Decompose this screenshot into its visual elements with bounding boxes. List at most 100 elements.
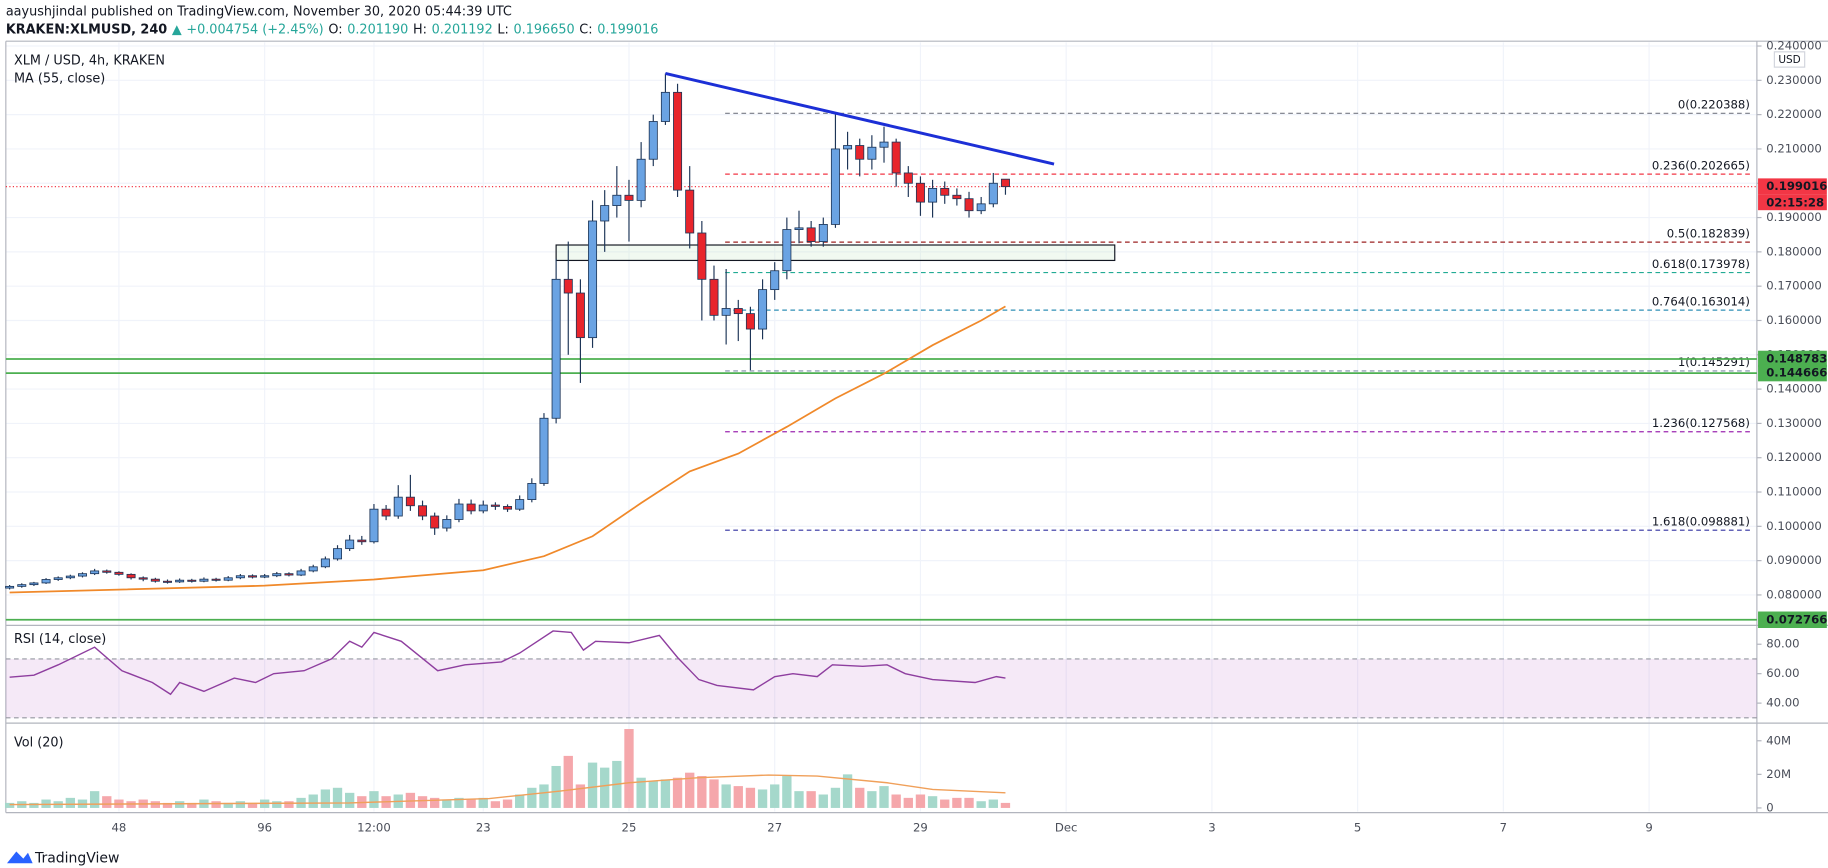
candle-body [260, 575, 270, 578]
y-tick-label: 40M [1766, 733, 1791, 747]
candle-body [454, 503, 464, 520]
volume-bar [284, 801, 294, 808]
x-tick-label: 3 [1208, 820, 1215, 834]
candle-body [575, 292, 585, 339]
x-tick-label: 29 [913, 820, 928, 834]
quote-part: C: [579, 22, 592, 37]
y-tick-label: 0.230000 [1766, 73, 1822, 87]
volume-bar [417, 796, 428, 808]
volume-bar [345, 792, 355, 808]
candle-body [855, 145, 865, 160]
fib-label: 0.236(0.202665) [1652, 158, 1750, 172]
volume-bar [842, 774, 853, 808]
candle-body [284, 573, 294, 576]
volume-bar [867, 791, 877, 808]
candle-body [78, 573, 87, 577]
candle-body [5, 585, 15, 589]
candle-body [830, 148, 840, 225]
y-tick-label: 40.00 [1766, 696, 1799, 710]
ma-legend: MA (55, close) [14, 71, 105, 86]
volume-bar [490, 801, 501, 808]
candle-body [879, 141, 889, 148]
candle-body [223, 577, 233, 581]
candle-body [478, 504, 488, 512]
candle-body [29, 582, 39, 586]
volume-bar [575, 784, 586, 808]
price-label: 0.148783 [1766, 351, 1827, 365]
logo-mark [6, 851, 33, 864]
volume-bar [65, 797, 76, 808]
y-tick-label: 0.240000 [1766, 38, 1822, 52]
candle-body [685, 189, 695, 234]
volume-bar [952, 797, 962, 808]
candle-body [636, 158, 646, 201]
candle-body [745, 313, 755, 330]
candle-body [891, 141, 901, 174]
volume-bar [272, 801, 282, 808]
quote-part: 0.201190 [347, 22, 408, 37]
candle-body [964, 198, 974, 212]
volume-bar [891, 794, 901, 808]
candle-body [903, 172, 913, 184]
y-tick-label: 0.120000 [1766, 450, 1822, 464]
quote-part: KRAKEN:XLMUSD, 240 [6, 22, 167, 37]
fib-label: 0.5(0.182839) [1667, 226, 1750, 240]
countdown: 02:15:28 [1766, 196, 1824, 210]
candle-body [430, 515, 440, 529]
price-label-box [1758, 364, 1827, 382]
y-tick-label: 0.090000 [1766, 553, 1822, 567]
volume-bar [733, 786, 743, 808]
price-label-box [1758, 350, 1827, 368]
volume-bar [879, 786, 889, 808]
quote-part: 0.199016 [597, 22, 658, 37]
volume-bar [770, 784, 780, 808]
volume-bar [223, 802, 233, 808]
volume-bar [515, 794, 525, 808]
x-tick-label: 7 [1500, 820, 1507, 834]
candle-body [660, 91, 670, 122]
rsi-band [5, 658, 1757, 718]
candle-body [733, 308, 743, 315]
byline: aayushjindal published on TradingView.co… [6, 4, 512, 19]
volume-bar [442, 799, 452, 808]
candle-body [709, 278, 719, 316]
candle-body [952, 194, 962, 200]
y-tick-label: 0.130000 [1766, 416, 1822, 430]
candle-body [782, 229, 792, 272]
volume-bar [502, 799, 513, 808]
candle-body [405, 496, 415, 507]
volume-bar [806, 791, 816, 808]
candle-body [187, 579, 197, 582]
candle-body [539, 417, 549, 484]
candle-body [976, 203, 986, 212]
volume-bar [454, 797, 464, 808]
candle-body [806, 227, 816, 242]
candle-body [600, 205, 610, 222]
quote-part: 0.196650 [514, 22, 575, 37]
candle-body [697, 232, 707, 280]
volume-bar [563, 755, 573, 808]
support-zone [555, 244, 1116, 262]
quote-part: L: [497, 22, 508, 37]
candle-body [515, 499, 525, 510]
candle-body [503, 506, 513, 510]
y-tick-label: 0.220000 [1766, 107, 1822, 121]
volume-bar [976, 801, 986, 808]
candle-body [758, 289, 768, 330]
volume-bar [721, 784, 731, 808]
candle-body [41, 579, 51, 584]
volume-bar [320, 789, 331, 808]
candle-body [345, 539, 355, 550]
y-tick-label: 0.160000 [1766, 313, 1822, 327]
volume-bar [551, 765, 561, 808]
volume-bar [478, 797, 488, 808]
volume-bar [587, 762, 598, 808]
candle-body [418, 505, 428, 517]
x-tick-label: 25 [622, 820, 637, 834]
candle-body [843, 145, 853, 150]
x-tick-label: 48 [112, 820, 127, 834]
y-tick-label: 0.140000 [1766, 382, 1822, 396]
volume-bar [830, 787, 841, 808]
brand: TradingView [34, 851, 119, 867]
y-tick-label: 0.110000 [1766, 484, 1822, 498]
